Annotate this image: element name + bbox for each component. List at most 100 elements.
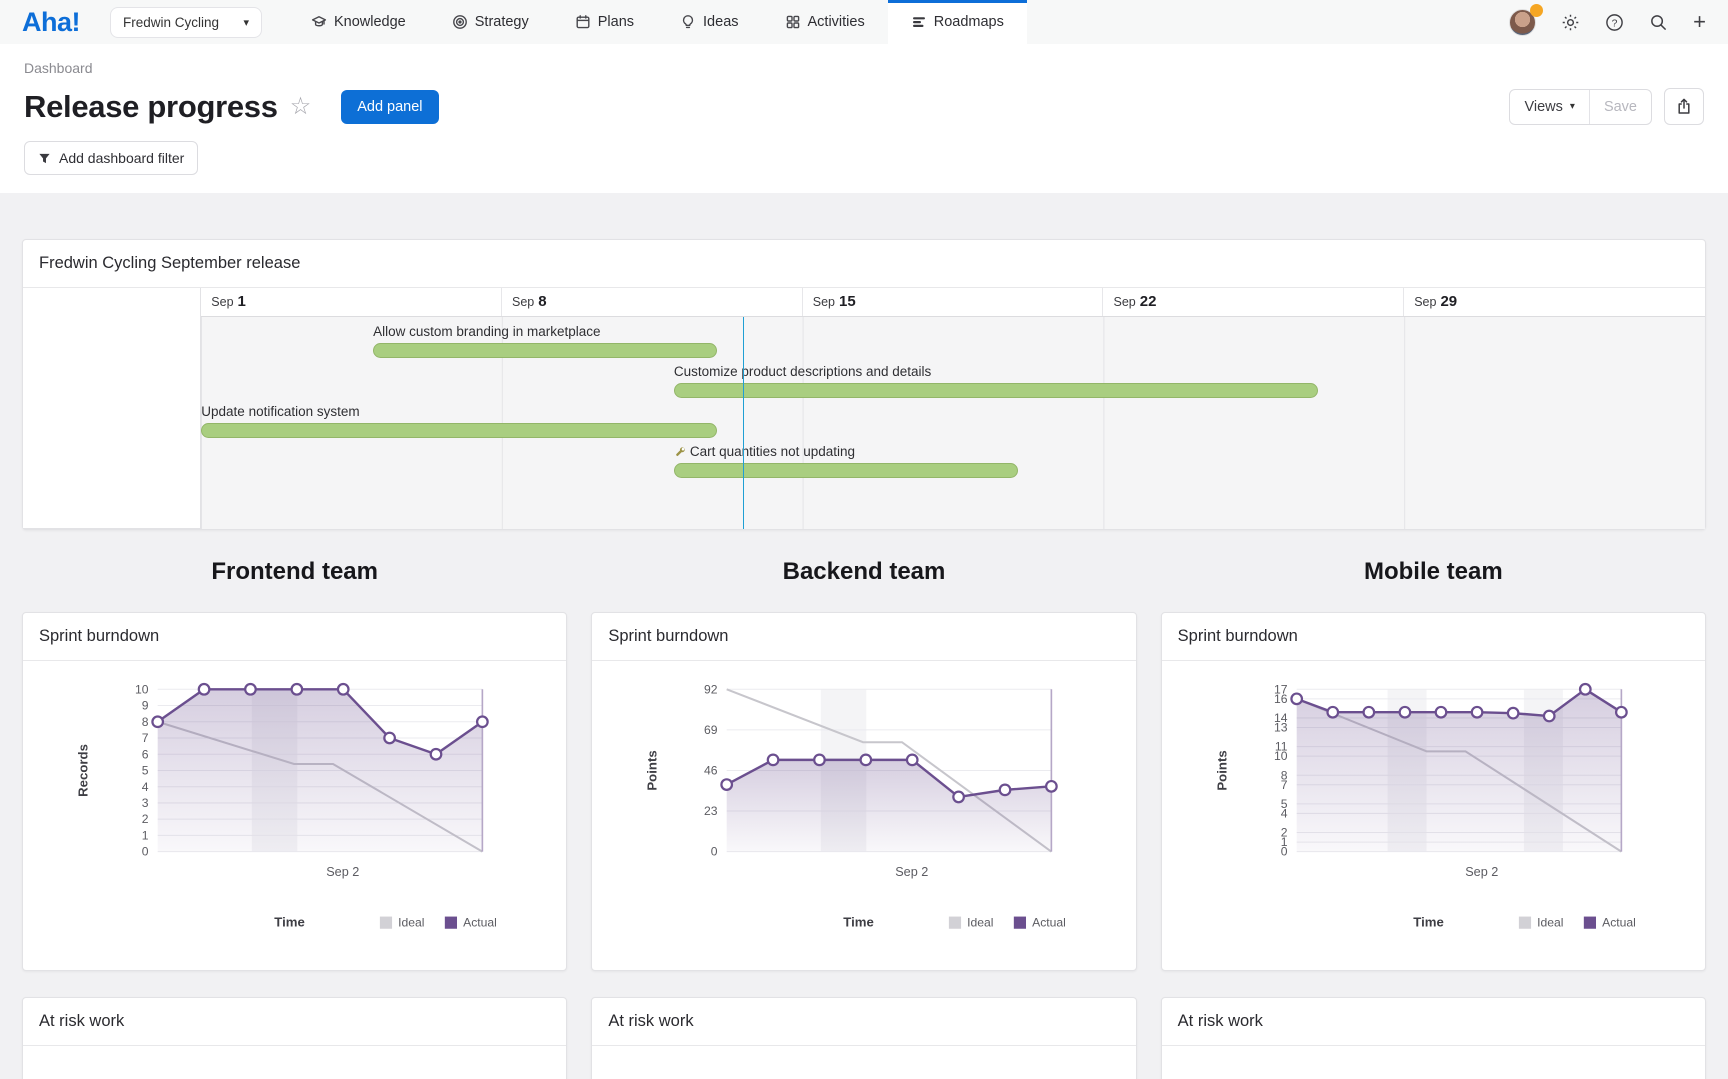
nav-item-label: Activities [807, 14, 865, 30]
views-button-label: Views [1524, 98, 1563, 115]
add-icon[interactable]: + [1693, 9, 1706, 34]
svg-text:4: 4 [142, 780, 149, 794]
gantt-timeline: Sep 1 Sep 8 Sep 15 Sep 22 Sep 29 Allow custom… [201, 288, 1705, 529]
search-icon[interactable] [1649, 13, 1668, 32]
svg-text:5: 5 [1280, 797, 1287, 811]
filter-funnel-icon [39, 153, 50, 163]
gantt-bar-label: Customize product descriptions and detai… [673, 364, 932, 379]
burndown-panel-frontend: Sprint burndown 0 1 2 3 4 5 6 7 8 9 10 Records Sep 2… [22, 612, 568, 972]
gantt-week-header: Sep 22 [1103, 288, 1405, 316]
today-line [742, 317, 745, 529]
svg-text:Actual: Actual [1032, 916, 1066, 930]
nav-item-plans[interactable]: Plans [552, 0, 657, 44]
svg-text:Time: Time [274, 915, 305, 930]
svg-text:Ideal: Ideal [1537, 916, 1563, 930]
svg-text:8: 8 [142, 715, 149, 729]
release-gantt-panel: Fredwin Cycling September release Sep 1 S… [22, 239, 1706, 530]
gantt-week-header: Sep 1 [201, 288, 503, 316]
svg-text:Actual: Actual [1602, 916, 1636, 930]
svg-text:92: 92 [704, 682, 718, 696]
nav-items: Knowledge Strategy Plans [288, 0, 1027, 44]
roadmap-bars-icon [911, 14, 927, 30]
gantt-row: Cart quantities not updating [201, 444, 1705, 484]
bullseye-icon [452, 14, 468, 30]
svg-text:Actual: Actual [463, 916, 497, 930]
svg-text:3: 3 [142, 796, 149, 810]
views-button[interactable]: Views ▾ [1510, 90, 1588, 124]
svg-text:10: 10 [1274, 749, 1288, 763]
svg-text:Records: Records [76, 744, 91, 797]
add-panel-button[interactable]: Add panel [341, 89, 439, 124]
burndown-chart-frontend: 0 1 2 3 4 5 6 7 8 9 10 Records Sep 2 Time Ideal Actual [76, 682, 497, 930]
svg-text:Time: Time [1413, 915, 1444, 930]
gantt-bar[interactable] [673, 463, 1018, 478]
svg-text:13: 13 [1274, 721, 1288, 735]
svg-text:7: 7 [142, 731, 149, 745]
svg-text:46: 46 [704, 764, 718, 778]
workspace-selector[interactable]: Fredwin Cycling ▾ [110, 6, 262, 38]
svg-text:2: 2 [142, 812, 149, 826]
gantt-bar[interactable] [373, 343, 717, 358]
svg-text:16: 16 [1274, 692, 1288, 706]
help-icon[interactable]: ? [1605, 13, 1624, 32]
graduation-cap-icon [311, 14, 327, 30]
svg-text:0: 0 [142, 845, 149, 859]
wrench-icon [676, 446, 685, 456]
share-button[interactable] [1664, 88, 1704, 125]
nav-item-ideas[interactable]: Ideas [657, 0, 761, 44]
gantt-bar[interactable] [201, 423, 717, 438]
chevron-down-icon: ▾ [1569, 101, 1575, 112]
page-title: Release progress [24, 88, 278, 124]
svg-text:69: 69 [704, 723, 718, 737]
chevron-down-icon: ▾ [243, 16, 249, 29]
nav-item-activities[interactable]: Activities [762, 0, 888, 44]
svg-text:Time: Time [844, 915, 875, 930]
svg-text:14: 14 [1274, 711, 1288, 725]
aha-logo: Aha! [22, 6, 81, 37]
svg-text:4: 4 [1280, 806, 1287, 820]
gantt-body: Allow custom branding in marketplace Cust… [201, 317, 1705, 529]
svg-text:Ideal: Ideal [967, 916, 993, 930]
gantt-panel-title: Fredwin Cycling September release [23, 240, 1705, 288]
nav-item-strategy[interactable]: Strategy [429, 0, 552, 44]
burndown-panel-title: Sprint burndown [23, 613, 567, 661]
svg-text:Sep 2: Sep 2 [326, 865, 359, 879]
filter-button-label: Add dashboard filter [59, 150, 185, 166]
nav-item-knowledge[interactable]: Knowledge [288, 0, 429, 44]
nav-right-cluster: ? + [1509, 0, 1706, 44]
svg-text:Ideal: Ideal [398, 916, 424, 930]
save-button[interactable]: Save [1588, 89, 1651, 124]
user-avatar[interactable] [1509, 3, 1544, 36]
svg-text:0: 0 [711, 845, 718, 859]
gantt-bar[interactable] [673, 383, 1319, 398]
calendar-icon [575, 14, 591, 30]
burndown-chart-backend: 0 23 46 69 92 Points Sep 2 Time Ideal Actual [645, 682, 1066, 930]
gantt-week-header: Sep 29 [1414, 293, 1458, 310]
views-save-group: Views ▾ Save [1509, 88, 1652, 125]
breadcrumb[interactable]: Dashboard [24, 60, 93, 76]
svg-text:1: 1 [142, 828, 149, 842]
svg-text:Sep 2: Sep 2 [1465, 865, 1498, 879]
grid-squares-icon [785, 14, 801, 30]
svg-text:6: 6 [142, 747, 149, 761]
svg-text:Points: Points [645, 750, 660, 790]
nav-item-label: Roadmaps [933, 14, 1004, 30]
at-risk-panel-title: At risk work [23, 998, 567, 1047]
workspace-selector-label: Fredwin Cycling [123, 14, 220, 30]
lightbulb-icon [680, 14, 696, 30]
gear-icon[interactable] [1561, 13, 1580, 32]
svg-text:11: 11 [1275, 740, 1288, 754]
burndown-panel-mobile: Sprint burndown 0 1 2 4 5 7 8 10 11 13 14 16 17 Point… [1160, 612, 1706, 972]
svg-text:8: 8 [1280, 768, 1287, 782]
gantt-bar-label: Allow custom branding in marketplace [373, 324, 601, 339]
add-dashboard-filter-button[interactable]: Add dashboard filter [24, 141, 199, 175]
nav-item-roadmaps[interactable]: Roadmaps [887, 0, 1027, 44]
gantt-week-header: Sep 15 [803, 288, 1104, 316]
favorite-star-icon[interactable]: ☆ [289, 93, 312, 120]
svg-text:10: 10 [135, 682, 149, 696]
nav-item-label: Ideas [703, 14, 739, 30]
nav-item-label: Knowledge [334, 14, 406, 30]
gantt-bar-label: Cart quantities not updating [674, 444, 855, 459]
svg-text:9: 9 [142, 699, 149, 713]
